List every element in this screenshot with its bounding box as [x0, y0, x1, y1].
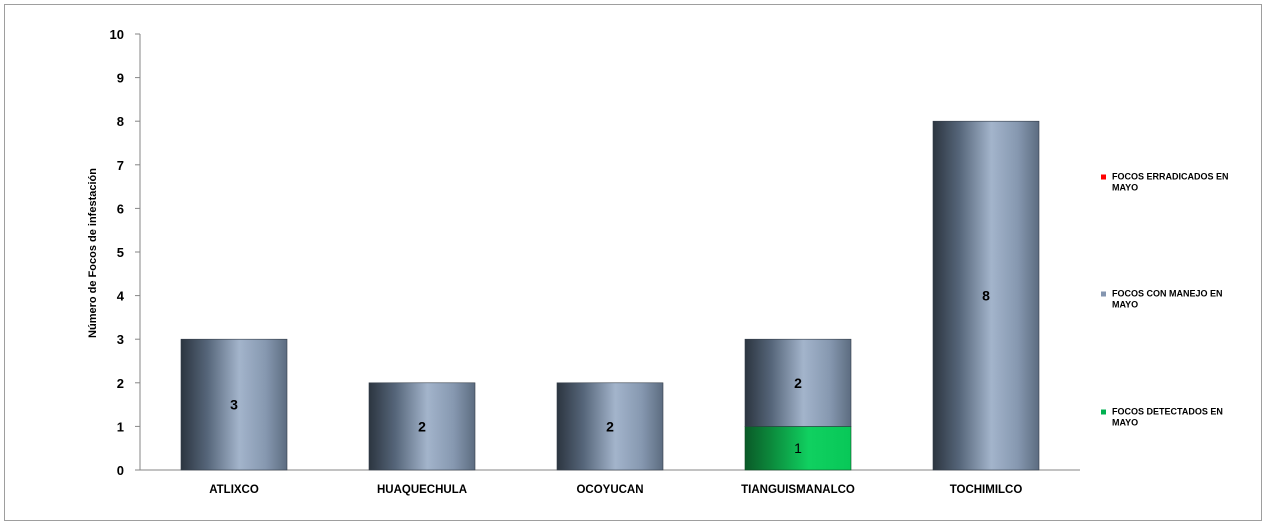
bar-segment — [180, 338, 288, 471]
bar-segment — [744, 426, 852, 471]
y-tick-label: 8 — [117, 114, 124, 129]
y-tick-label: 9 — [117, 71, 124, 86]
y-tick-label: 6 — [117, 201, 124, 216]
legend-swatch — [1101, 291, 1106, 297]
x-category-label: OCOYUCAN — [576, 484, 643, 496]
data-label: 3 — [230, 397, 238, 413]
x-category-label: ATLIXCO — [209, 484, 259, 496]
data-label: 8 — [982, 288, 990, 304]
y-axis-label: Número de Focos de infestación — [87, 168, 99, 338]
bar-segment — [744, 338, 852, 427]
y-tick-label: 4 — [117, 289, 125, 304]
y-tick-label: 7 — [117, 158, 124, 173]
legend-label: MAYO — [1112, 300, 1138, 310]
legend-label: FOCOS CON MANEJO EN — [1112, 289, 1223, 299]
data-label: 2 — [418, 418, 426, 434]
data-label: 2 — [794, 375, 802, 391]
legend-label: FOCOS DETECTADOS EN — [1112, 407, 1223, 417]
legend-label: MAYO — [1112, 418, 1138, 428]
data-label: 2 — [606, 418, 614, 434]
bar-segment — [556, 382, 664, 471]
bar-segment — [932, 120, 1040, 471]
legend-swatch — [1101, 174, 1106, 180]
y-tick-label: 2 — [117, 376, 124, 391]
bar-segment — [368, 382, 476, 471]
legend-label: FOCOS ERRADICADOS EN — [1112, 172, 1229, 182]
x-category-label: TIANGUISMANALCO — [741, 484, 855, 496]
y-tick-label: 5 — [117, 245, 124, 260]
x-category-label: HUAQUECHULA — [377, 484, 467, 496]
legend-swatch — [1101, 409, 1106, 415]
y-tick-label: 1 — [117, 419, 124, 434]
data-label: 1 — [794, 440, 802, 456]
y-tick-label: 3 — [117, 332, 124, 347]
y-tick-label: 0 — [117, 463, 124, 478]
x-category-label: TOCHIMILCO — [950, 484, 1023, 496]
legend-label: MAYO — [1112, 183, 1138, 193]
y-tick-label: 10 — [110, 27, 124, 42]
